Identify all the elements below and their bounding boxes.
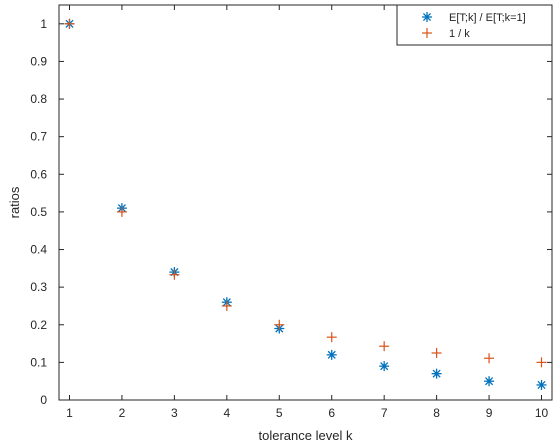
data-point-plus [64, 18, 75, 29]
y-tick-label: 0.9 [30, 54, 47, 68]
data-point-plus [484, 353, 495, 364]
data-point-plus [431, 347, 442, 358]
y-tick-label: 0.7 [30, 130, 47, 144]
y-tick-label: 0.1 [30, 355, 47, 369]
y-tick-label: 0.4 [30, 243, 47, 257]
x-tick-label: 4 [223, 406, 230, 420]
data-point-asterisk [326, 349, 337, 360]
plot-frame [58, 4, 553, 401]
legend-entry-1: E[T;k] / E[T;k=1] [422, 12, 526, 24]
data-point-plus [221, 300, 232, 311]
x-tick-label: 7 [381, 406, 388, 420]
data-point-asterisk [379, 361, 390, 372]
y-tick-label: 0.6 [30, 167, 47, 181]
y-axis-label: ratios [7, 186, 22, 218]
legend-plus-marker [422, 28, 432, 38]
x-tick-label: 3 [171, 406, 178, 420]
y-tick-label: 0.2 [30, 318, 47, 332]
series-1 [64, 18, 547, 390]
data-point-asterisk [536, 379, 547, 390]
y-tick-label: 0.5 [30, 205, 47, 219]
y-tick-label: 1 [40, 17, 47, 31]
y-tick-label: 0.8 [30, 92, 47, 106]
x-tick-label: 1 [66, 406, 73, 420]
data-point-plus [116, 206, 127, 217]
x-axis-label: tolerance level k [259, 428, 353, 443]
data-point-plus [169, 269, 180, 280]
legend-entry-2: 1 / k [422, 28, 470, 40]
data-point-asterisk [484, 376, 495, 387]
series-2 [64, 18, 547, 368]
data-point-plus [379, 341, 390, 352]
data-point-plus [274, 319, 285, 330]
data-point-plus [536, 357, 547, 368]
x-tick-label: 6 [328, 406, 335, 420]
legend: E[T;k] / E[T;k=1] 1 / k [396, 4, 553, 46]
y-tick-label: 0 [40, 393, 47, 407]
x-tick-label: 5 [276, 406, 283, 420]
x-tick-label: 2 [119, 406, 126, 420]
legend-label: E[T;k] / E[T;k=1] [449, 12, 526, 24]
legend-asterisk-marker [422, 12, 432, 22]
legend-label: 1 / k [449, 28, 470, 40]
x-tick-label: 9 [486, 406, 493, 420]
data-point-plus [326, 332, 337, 343]
x-tick-label: 8 [433, 406, 440, 420]
x-axis: 1 2 3 4 5 6 7 8 9 10 [66, 5, 549, 420]
y-axis: 0 0.1 0.2 0.3 0.4 0.5 0.6 0.7 0.8 0.9 1 [30, 17, 552, 407]
data-point-asterisk [431, 368, 442, 379]
y-tick-label: 0.3 [30, 280, 47, 294]
legend-box [396, 4, 553, 46]
x-tick-label: 10 [535, 406, 549, 420]
series-layer [64, 18, 547, 390]
